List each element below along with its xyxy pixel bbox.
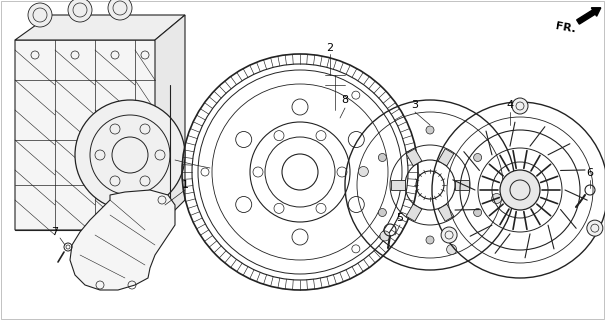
Circle shape: [108, 0, 132, 20]
Circle shape: [378, 209, 387, 217]
Text: 1: 1: [182, 180, 189, 190]
Circle shape: [348, 132, 364, 148]
Text: 3: 3: [411, 100, 419, 110]
Circle shape: [492, 194, 502, 204]
Polygon shape: [15, 15, 185, 40]
Polygon shape: [15, 40, 170, 230]
Circle shape: [236, 196, 252, 212]
Text: 6: 6: [586, 168, 594, 178]
Circle shape: [75, 100, 185, 210]
Circle shape: [512, 98, 528, 114]
Polygon shape: [455, 180, 469, 190]
Circle shape: [426, 236, 434, 244]
Text: 8: 8: [341, 95, 348, 105]
Text: 7: 7: [51, 227, 59, 237]
Polygon shape: [406, 204, 422, 221]
Circle shape: [348, 196, 364, 212]
Circle shape: [500, 170, 540, 210]
Polygon shape: [438, 149, 454, 166]
Polygon shape: [70, 190, 175, 290]
Circle shape: [292, 99, 308, 115]
Text: 4: 4: [506, 100, 514, 110]
Circle shape: [441, 227, 457, 243]
Polygon shape: [406, 149, 422, 166]
Circle shape: [28, 3, 52, 27]
Circle shape: [236, 132, 252, 148]
Circle shape: [474, 154, 482, 162]
FancyArrow shape: [577, 8, 601, 24]
Circle shape: [587, 220, 603, 236]
Polygon shape: [438, 204, 454, 221]
Circle shape: [292, 229, 308, 245]
Text: 5: 5: [396, 213, 404, 223]
Text: FR.: FR.: [555, 21, 577, 35]
Circle shape: [474, 209, 482, 217]
Circle shape: [426, 126, 434, 134]
Polygon shape: [391, 180, 405, 190]
Circle shape: [68, 0, 92, 22]
Polygon shape: [155, 15, 185, 230]
Text: 2: 2: [327, 43, 333, 53]
Circle shape: [378, 154, 387, 162]
Circle shape: [380, 231, 390, 241]
Circle shape: [446, 244, 457, 254]
Circle shape: [358, 166, 368, 177]
